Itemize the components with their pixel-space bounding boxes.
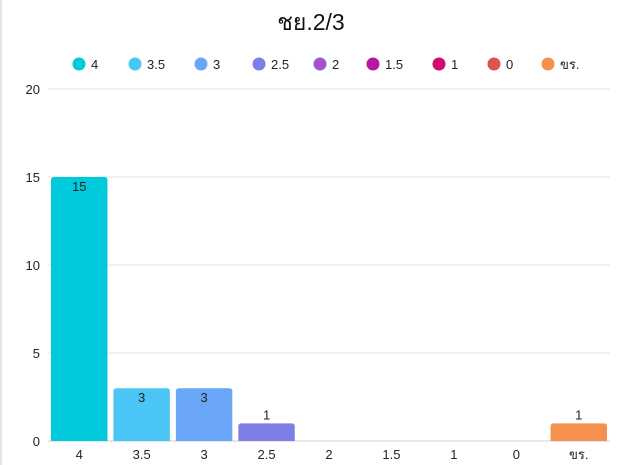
legend-marker-5 — [366, 57, 380, 71]
legend-marker-6 — [432, 57, 446, 71]
x-tick-label-3: 2.5 — [258, 447, 276, 462]
bar-0 — [51, 177, 108, 441]
y-tick-label-15: 15 — [26, 170, 40, 185]
bar-2 — [175, 388, 233, 441]
data-label-8: 1 — [575, 407, 582, 422]
x-tick-label-8: ขร. — [569, 447, 588, 462]
chart-title: ชย.2/3 — [277, 9, 345, 35]
legend-entry-3: 2.5 — [271, 57, 289, 72]
legend-entry-8: ขร. — [560, 57, 579, 72]
legend-entry-4: 2 — [332, 57, 339, 72]
legend-marker-1 — [128, 57, 142, 71]
y-tick-label-5: 5 — [33, 346, 40, 361]
legend-entry-5: 1.5 — [385, 57, 403, 72]
x-tick-label-0: 4 — [76, 447, 83, 462]
data-label-0: 15 — [72, 179, 86, 194]
y-tick-label-0: 0 — [33, 434, 40, 449]
x-tick-label-7: 0 — [513, 447, 520, 462]
x-tick-label-4: 2 — [325, 447, 332, 462]
legend-marker-8 — [541, 57, 555, 71]
data-label-3: 1 — [263, 407, 270, 422]
legend-entry-7: 0 — [506, 57, 513, 72]
legend-marker-7 — [487, 57, 501, 71]
bar-1 — [113, 388, 170, 441]
legend-marker-4 — [313, 57, 327, 71]
x-tick-label-5: 1.5 — [382, 447, 400, 462]
legend-marker-0 — [72, 57, 86, 71]
legend-marker-2 — [194, 57, 208, 71]
legend-entry-0: 4 — [91, 57, 98, 72]
x-tick-label-1: 3.5 — [133, 447, 151, 462]
bar-3 — [238, 423, 295, 441]
data-label-2: 3 — [200, 390, 207, 405]
legend-entry-6: 1 — [451, 57, 458, 72]
bar-8 — [550, 423, 607, 441]
frame-border — [0, 0, 2, 465]
x-tick-label-2: 3 — [200, 447, 207, 462]
legend-entry-1: 3.5 — [147, 57, 165, 72]
y-tick-label-10: 10 — [26, 258, 40, 273]
legend-entry-2: 3 — [213, 57, 220, 72]
data-label-1: 3 — [138, 390, 145, 405]
y-tick-label-20: 20 — [26, 82, 40, 97]
x-tick-label-6: 1 — [450, 447, 457, 462]
legend-marker-3 — [252, 57, 266, 71]
